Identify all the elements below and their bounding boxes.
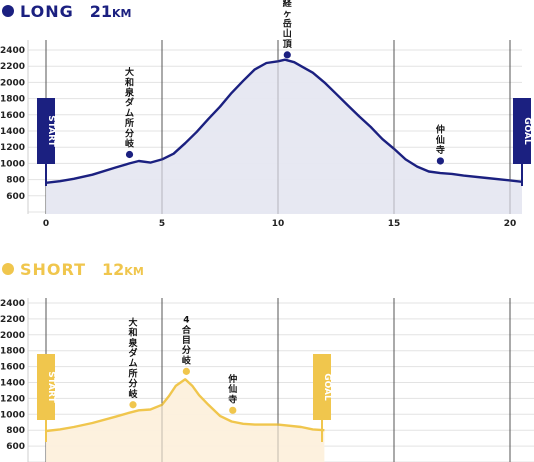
annotation-char: 岳 xyxy=(283,17,292,29)
annotation-marker xyxy=(182,367,190,375)
annotation-char: 大 xyxy=(125,66,134,78)
goal-flag-label: GOAL xyxy=(522,117,532,145)
long-course-dot-icon xyxy=(2,5,14,17)
short-course-dot-icon xyxy=(2,263,14,275)
y-tick-label: 1000 xyxy=(0,159,25,169)
y-tick-label: 800 xyxy=(6,426,25,436)
x-tick-label: 0 xyxy=(43,219,49,229)
y-tick-label: 1600 xyxy=(0,363,25,373)
y-tick-label: 2200 xyxy=(0,62,25,72)
annotation-char: 仙 xyxy=(228,383,237,395)
y-tick-label: 1800 xyxy=(0,347,25,357)
goal-flag-label: GOAL xyxy=(322,373,332,401)
y-tick-label: 1800 xyxy=(0,95,25,105)
annotation-char: ヶ xyxy=(283,9,292,19)
series-group xyxy=(45,40,522,214)
annotation-char: 経 xyxy=(283,0,293,9)
x-tick-label: 20 xyxy=(504,219,517,229)
elevation-line xyxy=(45,378,325,433)
elevation-area xyxy=(46,59,522,214)
y-tick-label: 1400 xyxy=(0,379,25,389)
annotation-char: 寺 xyxy=(228,393,237,405)
elevation-line xyxy=(45,58,522,184)
series-group xyxy=(45,298,511,462)
annotation-marker xyxy=(229,406,237,414)
x-tick-label: 5 xyxy=(159,219,165,229)
annotation-char: 分 xyxy=(128,378,137,390)
long-course-distance-unit: KM xyxy=(112,6,132,20)
annotation-char: 和 xyxy=(124,76,134,88)
annotation-char: 仲 xyxy=(228,373,237,385)
annotation-char: 和 xyxy=(127,327,137,339)
y-tick-label: 600 xyxy=(6,192,25,202)
annotation-char: 泉 xyxy=(124,86,135,98)
annotation-marker xyxy=(283,51,291,59)
annotation-char: 4 xyxy=(183,316,189,326)
short-elevation-plot: 600 800 1000 1200 1400 1600 1800 2000 2200 2400 ST… xyxy=(0,298,534,462)
annotation-char: ム xyxy=(128,358,137,369)
annotation-char: 大 xyxy=(128,316,137,328)
start-flag xyxy=(37,98,55,164)
long-course-header: LONG 21KM xyxy=(0,0,132,22)
annotation-char: ダ xyxy=(125,97,134,109)
annotation-char: 山 xyxy=(283,28,292,40)
annotation-label: 仲仙寺 xyxy=(436,124,445,156)
short-course-distance-value: 12 xyxy=(102,259,125,279)
start-flag-label: START xyxy=(46,371,56,403)
annotation-marker xyxy=(436,157,444,165)
annotation-label: 4 合目分岐 xyxy=(182,316,192,367)
annotation-char: 所 xyxy=(125,117,134,129)
long-elevation-plot: 600 800 1000 1200 1400 1600 1800 2000 2200 2400 0 5… xyxy=(0,0,532,229)
annotation-char: 頂 xyxy=(283,39,293,50)
annotation-label: 経ヶ岳山頂 xyxy=(283,0,293,50)
long-course-title: LONG xyxy=(20,1,74,21)
y-tick-label: 1000 xyxy=(0,410,25,420)
y-tick-label: 2000 xyxy=(0,78,25,88)
annotation-marker xyxy=(125,150,134,159)
annotation-char: 分 xyxy=(125,127,134,139)
y-tick-label: 2400 xyxy=(0,299,25,309)
short-course-title: SHORT xyxy=(20,259,87,279)
annotation-char: ム xyxy=(125,108,134,119)
annotation-char: 所 xyxy=(128,367,137,379)
annotation-marker xyxy=(129,401,137,409)
y-tick-label: 1200 xyxy=(0,143,25,153)
annotation-char: ダ xyxy=(128,347,137,359)
annotation-label: 大和泉ダム所分岐 xyxy=(124,66,135,149)
short-course-distance: 12KM xyxy=(102,260,144,279)
short-course-distance-unit: KM xyxy=(124,264,144,278)
y-tick-label: 600 xyxy=(6,442,25,452)
elevation-area xyxy=(46,379,325,462)
annotation-char: 岐 xyxy=(125,137,135,149)
annotation-label: 大和泉ダム所分岐 xyxy=(127,316,138,399)
y-tick-label: 1200 xyxy=(0,394,25,404)
short-course-chart: SHORT 12KM 600 800 1000 1200 1400 1600 1800 200… xyxy=(0,258,534,462)
x-tick-label: 10 xyxy=(272,219,285,229)
y-tick-label: 800 xyxy=(6,176,25,186)
annotation-char: 合 xyxy=(182,324,192,336)
long-course-distance: 21KM xyxy=(90,2,132,21)
goal-flag xyxy=(513,98,531,164)
y-tick-label: 2200 xyxy=(0,315,25,325)
y-tick-label: 1600 xyxy=(0,111,25,121)
long-course-distance-value: 21 xyxy=(89,1,113,21)
annotation-char: 岐 xyxy=(182,354,192,366)
goal-flag xyxy=(313,354,331,420)
y-tick-label: 2400 xyxy=(0,46,25,56)
annotation-label: 仲仙寺 xyxy=(228,373,237,405)
annotation-char: 泉 xyxy=(127,337,138,349)
annotation-char: 寺 xyxy=(436,144,445,156)
start-flag-label: START xyxy=(46,115,56,147)
annotation-char: 仲 xyxy=(436,124,445,136)
x-tick-label: 15 xyxy=(388,219,401,229)
annotation-char: 分 xyxy=(182,344,191,356)
y-tick-label: 2000 xyxy=(0,331,25,341)
start-flag xyxy=(37,354,55,420)
annotation-char: 仙 xyxy=(436,134,445,146)
annotation-char: 目 xyxy=(182,335,191,346)
short-course-header: SHORT 12KM xyxy=(0,258,144,280)
annotation-char: 岐 xyxy=(128,388,138,400)
long-course-chart: LONG 21KM 600 800 1000 1200 1400 1600 1800 2000… xyxy=(0,0,532,229)
y-tick-label: 1400 xyxy=(0,127,25,137)
